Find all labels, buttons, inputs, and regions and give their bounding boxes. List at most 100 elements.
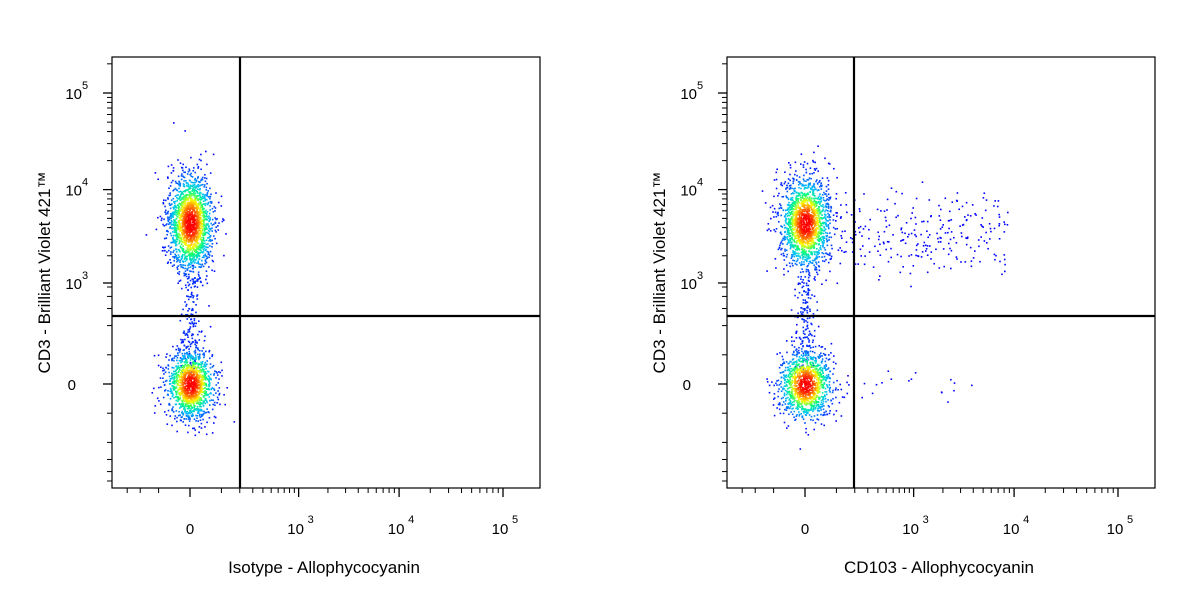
event-dot: [184, 267, 186, 270]
event-dot: [180, 198, 183, 201]
event-dot: [189, 203, 191, 205]
event-dot: [792, 221, 795, 223]
event-dot: [812, 200, 814, 203]
event-dot: [171, 376, 174, 379]
event-dot: [188, 210, 190, 213]
event-dot: [815, 251, 818, 253]
event-dot: [176, 212, 178, 214]
event-dot: [205, 224, 208, 227]
event-dot: [194, 249, 197, 251]
event-dot: [170, 219, 173, 222]
event-dot: [197, 166, 200, 168]
event-dot: [815, 236, 818, 238]
event-dot: [172, 385, 174, 387]
event-dot: [212, 211, 215, 213]
event-dot: [201, 228, 204, 230]
event-dot: [174, 370, 176, 372]
event-dot: [181, 357, 183, 360]
event-dot: [829, 270, 831, 273]
event-dot: [204, 426, 206, 428]
event-dot: [205, 194, 208, 197]
event-dot: [791, 262, 793, 265]
event-dot: [811, 186, 814, 188]
event-dot: [829, 219, 831, 221]
event-dot: [786, 233, 788, 235]
event-dot: [814, 266, 817, 268]
event-dot: [191, 261, 193, 263]
event-dot: [820, 204, 822, 207]
event-dot: [806, 336, 808, 338]
event-dot: [184, 197, 187, 199]
event-dot: [808, 341, 810, 343]
event-dot: [181, 266, 184, 268]
event-dot: [218, 393, 220, 396]
event-dot: [797, 349, 800, 352]
event-dot: [206, 408, 208, 410]
event-dot: [174, 221, 177, 223]
event-dot: [164, 390, 166, 392]
event-dot: [191, 399, 193, 402]
event-dot: [190, 262, 193, 264]
event-dot: [795, 221, 798, 223]
event-dot: [179, 407, 181, 409]
event-dot: [178, 205, 180, 208]
event-dot: [190, 181, 193, 184]
event-dot: [796, 252, 798, 255]
event-dot: [197, 177, 199, 179]
event-dot: [188, 255, 191, 257]
event-dot: [184, 385, 187, 388]
event-dot: [806, 324, 809, 327]
event-dot: [201, 244, 203, 247]
event-dot: [179, 210, 182, 212]
event-dot: [145, 234, 148, 236]
event-dot: [192, 192, 195, 194]
event-dot: [802, 246, 805, 248]
event-dot: [784, 209, 787, 212]
event-dot: [204, 259, 207, 261]
event-dot: [795, 237, 798, 240]
event-dot: [186, 390, 188, 393]
event-dot: [167, 394, 169, 396]
event-dot: [796, 263, 798, 266]
event-dot: [780, 253, 783, 256]
event-dot: [168, 216, 171, 219]
event-dot: [187, 295, 190, 298]
event-dot: [184, 383, 187, 385]
event-dot: [175, 224, 178, 226]
event-dot: [173, 383, 176, 385]
event-dot: [211, 207, 214, 210]
event-dot: [808, 330, 811, 333]
event-dot: [195, 204, 198, 207]
event-dot: [200, 225, 203, 228]
event-dot: [200, 159, 202, 162]
event-dot: [183, 400, 186, 402]
event-dot: [205, 239, 208, 241]
event-dot: [208, 254, 211, 256]
event-dot: [828, 197, 830, 199]
event-dot: [211, 354, 214, 356]
event-dot: [192, 231, 194, 234]
event-dot: [822, 232, 825, 235]
event-dot: [203, 195, 206, 197]
event-dot: [199, 243, 202, 245]
event-dot: [815, 220, 818, 223]
event-dot: [196, 295, 198, 297]
event-dot: [197, 176, 199, 178]
event-dot: [802, 345, 804, 348]
event-dot: [191, 234, 193, 236]
event-dot: [203, 339, 206, 342]
event-dot: [178, 206, 180, 209]
event-dot: [167, 197, 169, 199]
event-dot: [786, 196, 789, 199]
event-dot: [176, 345, 179, 347]
event-dot: [787, 223, 789, 225]
event-dot: [806, 260, 808, 263]
event-dot: [206, 193, 209, 195]
event-dot: [196, 376, 198, 379]
event-dot: [807, 307, 809, 309]
event-dot: [802, 199, 805, 202]
event-dot: [187, 412, 190, 414]
event-dot: [188, 169, 191, 172]
event-dot: [806, 202, 808, 204]
event-dot: [179, 217, 181, 219]
